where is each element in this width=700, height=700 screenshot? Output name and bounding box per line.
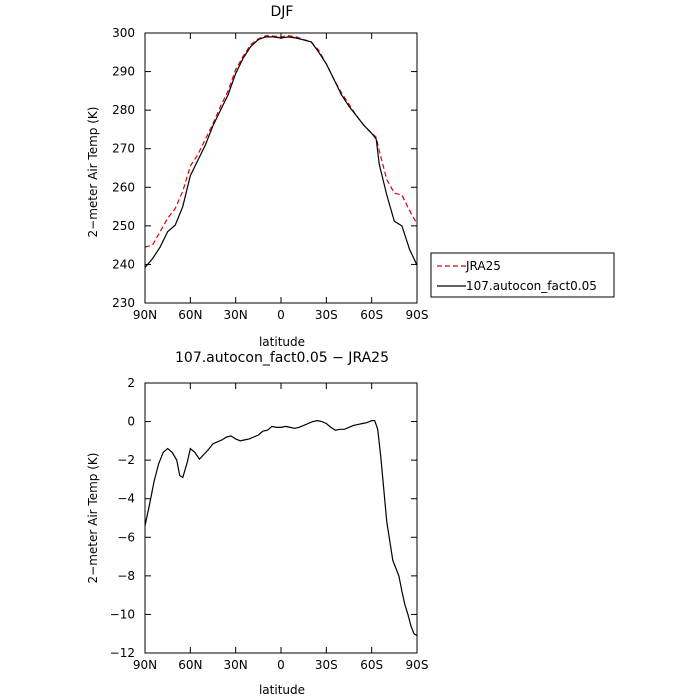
top-series-lines bbox=[144, 35, 418, 268]
top-y-tick-label: 260 bbox=[112, 180, 135, 194]
bottom-panel: 107.autocon_fact0.05 − JRA25 2−meter Air… bbox=[86, 350, 428, 697]
top-y-tick-label: 250 bbox=[112, 219, 135, 233]
top-x-tick-label: 60N bbox=[178, 308, 202, 322]
top-x-tick-label: 60S bbox=[360, 308, 383, 322]
bottom-x-tick-label: 30S bbox=[315, 658, 338, 672]
top-y-tick-label: 240 bbox=[112, 257, 135, 271]
bottom-x-tick-label: 90N bbox=[133, 658, 157, 672]
bottom-x-tick-label: 90S bbox=[406, 658, 429, 672]
top-chart-title: DJF bbox=[271, 4, 294, 20]
top-y-tick-label: 280 bbox=[112, 103, 135, 117]
bottom-x-tick-label: 60N bbox=[178, 658, 202, 672]
bottom-y-tick-label: −12 bbox=[110, 646, 135, 660]
bottom-x-axis-label: latitude bbox=[259, 683, 305, 697]
bottom-y-tick-label: −8 bbox=[117, 569, 135, 583]
bottom-series-lines bbox=[144, 419, 418, 637]
bottom-y-tick-label: 0 bbox=[127, 415, 135, 429]
bottom-chart-title: 107.autocon_fact0.05 − JRA25 bbox=[175, 350, 389, 366]
bottom-y-tick-label: −2 bbox=[117, 453, 135, 467]
bottom-x-tick-label: 30N bbox=[224, 658, 248, 672]
bottom-y-tick-label: −6 bbox=[117, 530, 135, 544]
top-x-tick-label: 30S bbox=[315, 308, 338, 322]
bottom-series-line-difference bbox=[144, 419, 418, 637]
top-x-tick-label: 90S bbox=[406, 308, 429, 322]
top-series-line-jra25 bbox=[144, 35, 418, 248]
bottom-y-tick-label: 2 bbox=[127, 376, 135, 390]
bottom-x-tick-label: 60S bbox=[360, 658, 383, 672]
bottom-axis-ticks: 90N 60N 30N 0 30S 60S 90S −12 −10 −8 −6 −4 −2 0 2 bbox=[110, 376, 429, 672]
legend-label-model: 107.autocon_fact0.05 bbox=[466, 279, 597, 293]
bottom-x-tick-label: 0 bbox=[277, 658, 285, 672]
top-x-tick-label: 0 bbox=[277, 308, 285, 322]
top-axis-ticks: 90N 60N 30N 0 30S 60S 90S 230 240 250 260 270 280 290… bbox=[112, 26, 428, 322]
legend: JRA25 107.autocon_fact0.05 bbox=[430, 252, 615, 298]
legend-label-jra25: JRA25 bbox=[465, 259, 501, 273]
bottom-plot-frame bbox=[144, 382, 418, 654]
top-x-axis-label: latitude bbox=[259, 335, 305, 349]
top-y-tick-label: 290 bbox=[112, 65, 135, 79]
top-x-tick-label: 90N bbox=[133, 308, 157, 322]
top-y-tick-label: 300 bbox=[112, 26, 135, 40]
top-y-axis-label: 2−meter Air Temp (K) bbox=[86, 107, 100, 238]
bottom-y-axis-label: 2−meter Air Temp (K) bbox=[86, 453, 100, 584]
top-y-tick-label: 230 bbox=[112, 296, 135, 310]
top-x-tick-label: 30N bbox=[224, 308, 248, 322]
top-y-tick-label: 270 bbox=[112, 142, 135, 156]
bottom-y-tick-label: −4 bbox=[117, 492, 135, 506]
legend-box bbox=[430, 252, 615, 298]
top-panel: DJF 2−meter Air Temp (K) latitude 90N 60N… bbox=[86, 4, 428, 349]
top-plot-frame bbox=[144, 32, 418, 304]
bottom-y-tick-label: −10 bbox=[110, 607, 135, 621]
top-series-line-107-autocon-fact0-05 bbox=[144, 36, 418, 268]
